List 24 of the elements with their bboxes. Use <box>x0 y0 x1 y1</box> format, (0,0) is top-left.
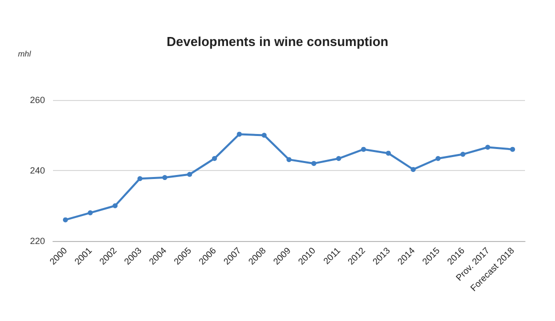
point <box>112 203 118 208</box>
point <box>460 152 466 157</box>
y-tick-label: 240 <box>30 166 45 176</box>
point <box>262 132 267 138</box>
point <box>436 156 441 162</box>
y-tick-label: 220 <box>30 236 45 246</box>
point <box>410 166 416 172</box>
point <box>187 172 192 177</box>
point <box>162 175 168 180</box>
point <box>286 157 292 162</box>
point <box>212 156 217 162</box>
chart-title: Developments in wine consumption <box>166 34 388 49</box>
point <box>386 150 391 156</box>
point <box>88 210 93 216</box>
point <box>236 132 242 137</box>
point <box>311 160 316 166</box>
point <box>485 144 490 150</box>
point <box>336 156 342 162</box>
y-tick-label: 260 <box>30 95 45 105</box>
point <box>510 146 516 152</box>
point <box>137 176 142 182</box>
point <box>361 146 366 152</box>
point <box>62 217 68 222</box>
y-axis-title: mhl <box>18 50 32 58</box>
